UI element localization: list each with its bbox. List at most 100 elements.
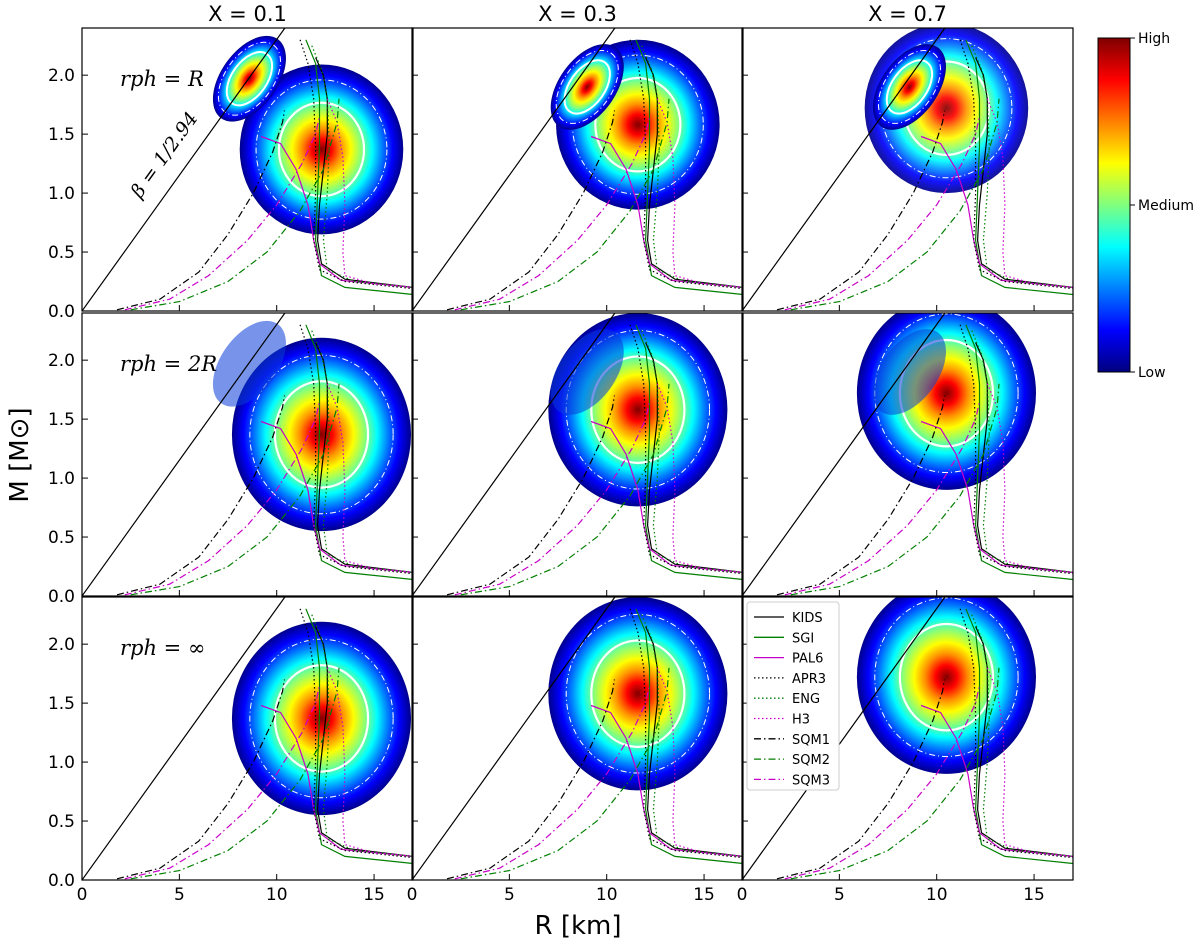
density-ridge [212, 320, 286, 407]
panel-frame [81, 27, 414, 312]
curve-kids [315, 57, 413, 288]
curve-kids [315, 626, 413, 857]
legend-label: PAL6 [792, 652, 823, 667]
curve-apr3 [959, 39, 1073, 290]
beta-line [412, 28, 616, 311]
x-tick-label: 15 [693, 885, 715, 905]
panel-r0-c0: 0.0 0.5 1.0 1.5 2.0 X = 0.1 rph = R β = 1/2.94 [48, 2, 414, 322]
panel-r1-c2 [741, 312, 1074, 597]
legend-label: H3 [792, 713, 810, 728]
curve-sqm2 [460, 98, 670, 311]
contour-inner [898, 622, 995, 732]
curve-sqm1 [116, 679, 286, 880]
panel-plot-area [82, 28, 413, 311]
curve-sgi [965, 39, 1073, 296]
beta-line [742, 597, 946, 880]
panel-r1-c1 [411, 312, 744, 597]
x-axis-label: R [km] [534, 911, 621, 941]
curve-pal6 [590, 135, 743, 288]
panel-r0-c2: X = 0.7 [741, 2, 1074, 312]
beta-line [82, 313, 286, 596]
curve-pal6 [920, 704, 1073, 857]
panel-frame [741, 312, 1074, 597]
beta-line [82, 28, 286, 311]
x-tick-label: 0 [407, 885, 418, 905]
row-label: rph = ∞ [120, 636, 205, 660]
density-main [231, 337, 412, 532]
curve-sqm2 [790, 383, 1000, 596]
curve-kids [975, 342, 1073, 573]
curve-apr3 [629, 324, 743, 575]
curve-sgi [635, 324, 743, 581]
panel-frame [81, 596, 414, 881]
legend-label: SQM3 [792, 773, 830, 788]
colorbar-label: Medium [1138, 198, 1194, 214]
curve-h3 [326, 98, 413, 288]
curve-sgi [965, 324, 1073, 581]
contour-inner [590, 639, 686, 748]
legend-label: KIDS [792, 611, 823, 626]
panel-frame [81, 312, 414, 597]
curve-sqm3 [124, 116, 321, 311]
curve-kids [645, 626, 743, 857]
panel-plot-area [412, 313, 743, 596]
panel-r0-c1: X = 0.3 [411, 2, 744, 312]
contour-inner [594, 76, 682, 173]
curve-pal6 [920, 135, 1073, 288]
panel-grid: 0.0 0.5 1.0 1.5 2.0 X = 0.1 rph = R β = 1/2.94 X… [48, 2, 1074, 905]
panel-frame [411, 312, 744, 597]
curve-sqm2 [130, 98, 340, 311]
curve-sqm1 [446, 110, 616, 311]
curve-sqm2 [130, 667, 340, 880]
density-ridge [872, 329, 946, 415]
panel-r2-c1: 0 5 10 15 [407, 596, 744, 905]
legend-label: SQM2 [792, 753, 830, 768]
curve-apr3 [629, 39, 743, 290]
curve-apr3 [959, 608, 1073, 859]
density-ridge [550, 329, 624, 415]
y-tick-label: 0.0 [48, 871, 75, 891]
beta-line [412, 313, 616, 596]
column-title: X = 0.7 [868, 2, 947, 26]
x-tick-label: 15 [363, 885, 385, 905]
x-tick-label: 10 [266, 885, 288, 905]
legend: KIDS SGI PAL6 APR3 ENG H3 SQM1 SQM2 SQM3 [746, 601, 840, 791]
legend-box [746, 601, 840, 791]
panel-plot-area [82, 597, 413, 880]
density-main [548, 597, 728, 791]
contour-inner [277, 101, 366, 198]
curve-sgi [305, 324, 413, 581]
curve-pal6 [920, 420, 1073, 573]
curve-sqm3 [124, 685, 321, 880]
panel-plot-area [82, 313, 413, 596]
curve-pal6 [590, 420, 743, 573]
panel-frame [411, 27, 744, 312]
y-tick-label: 1.5 [48, 410, 75, 430]
curve-sqm3 [454, 116, 651, 311]
x-tick-label: 0 [77, 885, 88, 905]
y-axis-label: M [M⊙] [5, 407, 35, 502]
curve-h3 [986, 383, 1073, 573]
x-tick-label: 15 [1023, 885, 1045, 905]
curve-sgi [965, 608, 1073, 865]
curve-h3 [986, 98, 1073, 288]
curve-sqm3 [454, 685, 651, 880]
y-tick-label: 2.0 [48, 66, 75, 86]
curve-apr3 [959, 324, 1073, 575]
panel-plot-area [742, 313, 1073, 596]
curve-sgi [635, 39, 743, 296]
curve-sqm1 [116, 395, 286, 596]
contour-inner [273, 380, 370, 489]
curve-sqm1 [446, 395, 616, 596]
panel-frame [741, 27, 1074, 312]
beta-annotation: β = 1/2.94 [126, 108, 203, 203]
legend-label: ENG [792, 692, 820, 707]
density-ridge [550, 44, 624, 130]
curve-sgi [635, 608, 743, 865]
panel-r2-c2: 0 5 10 15 KIDS SGI PAL6 APR3 ENG H3 SQM1 SQM2 SQM3 [737, 596, 1074, 905]
figure-labels: M [M⊙] R [km] [5, 407, 622, 941]
y-tick-label: 1.0 [48, 753, 75, 773]
y-tick-label: 0.5 [48, 243, 75, 263]
curve-pal6 [260, 420, 413, 573]
panel-plot-area [412, 597, 743, 880]
